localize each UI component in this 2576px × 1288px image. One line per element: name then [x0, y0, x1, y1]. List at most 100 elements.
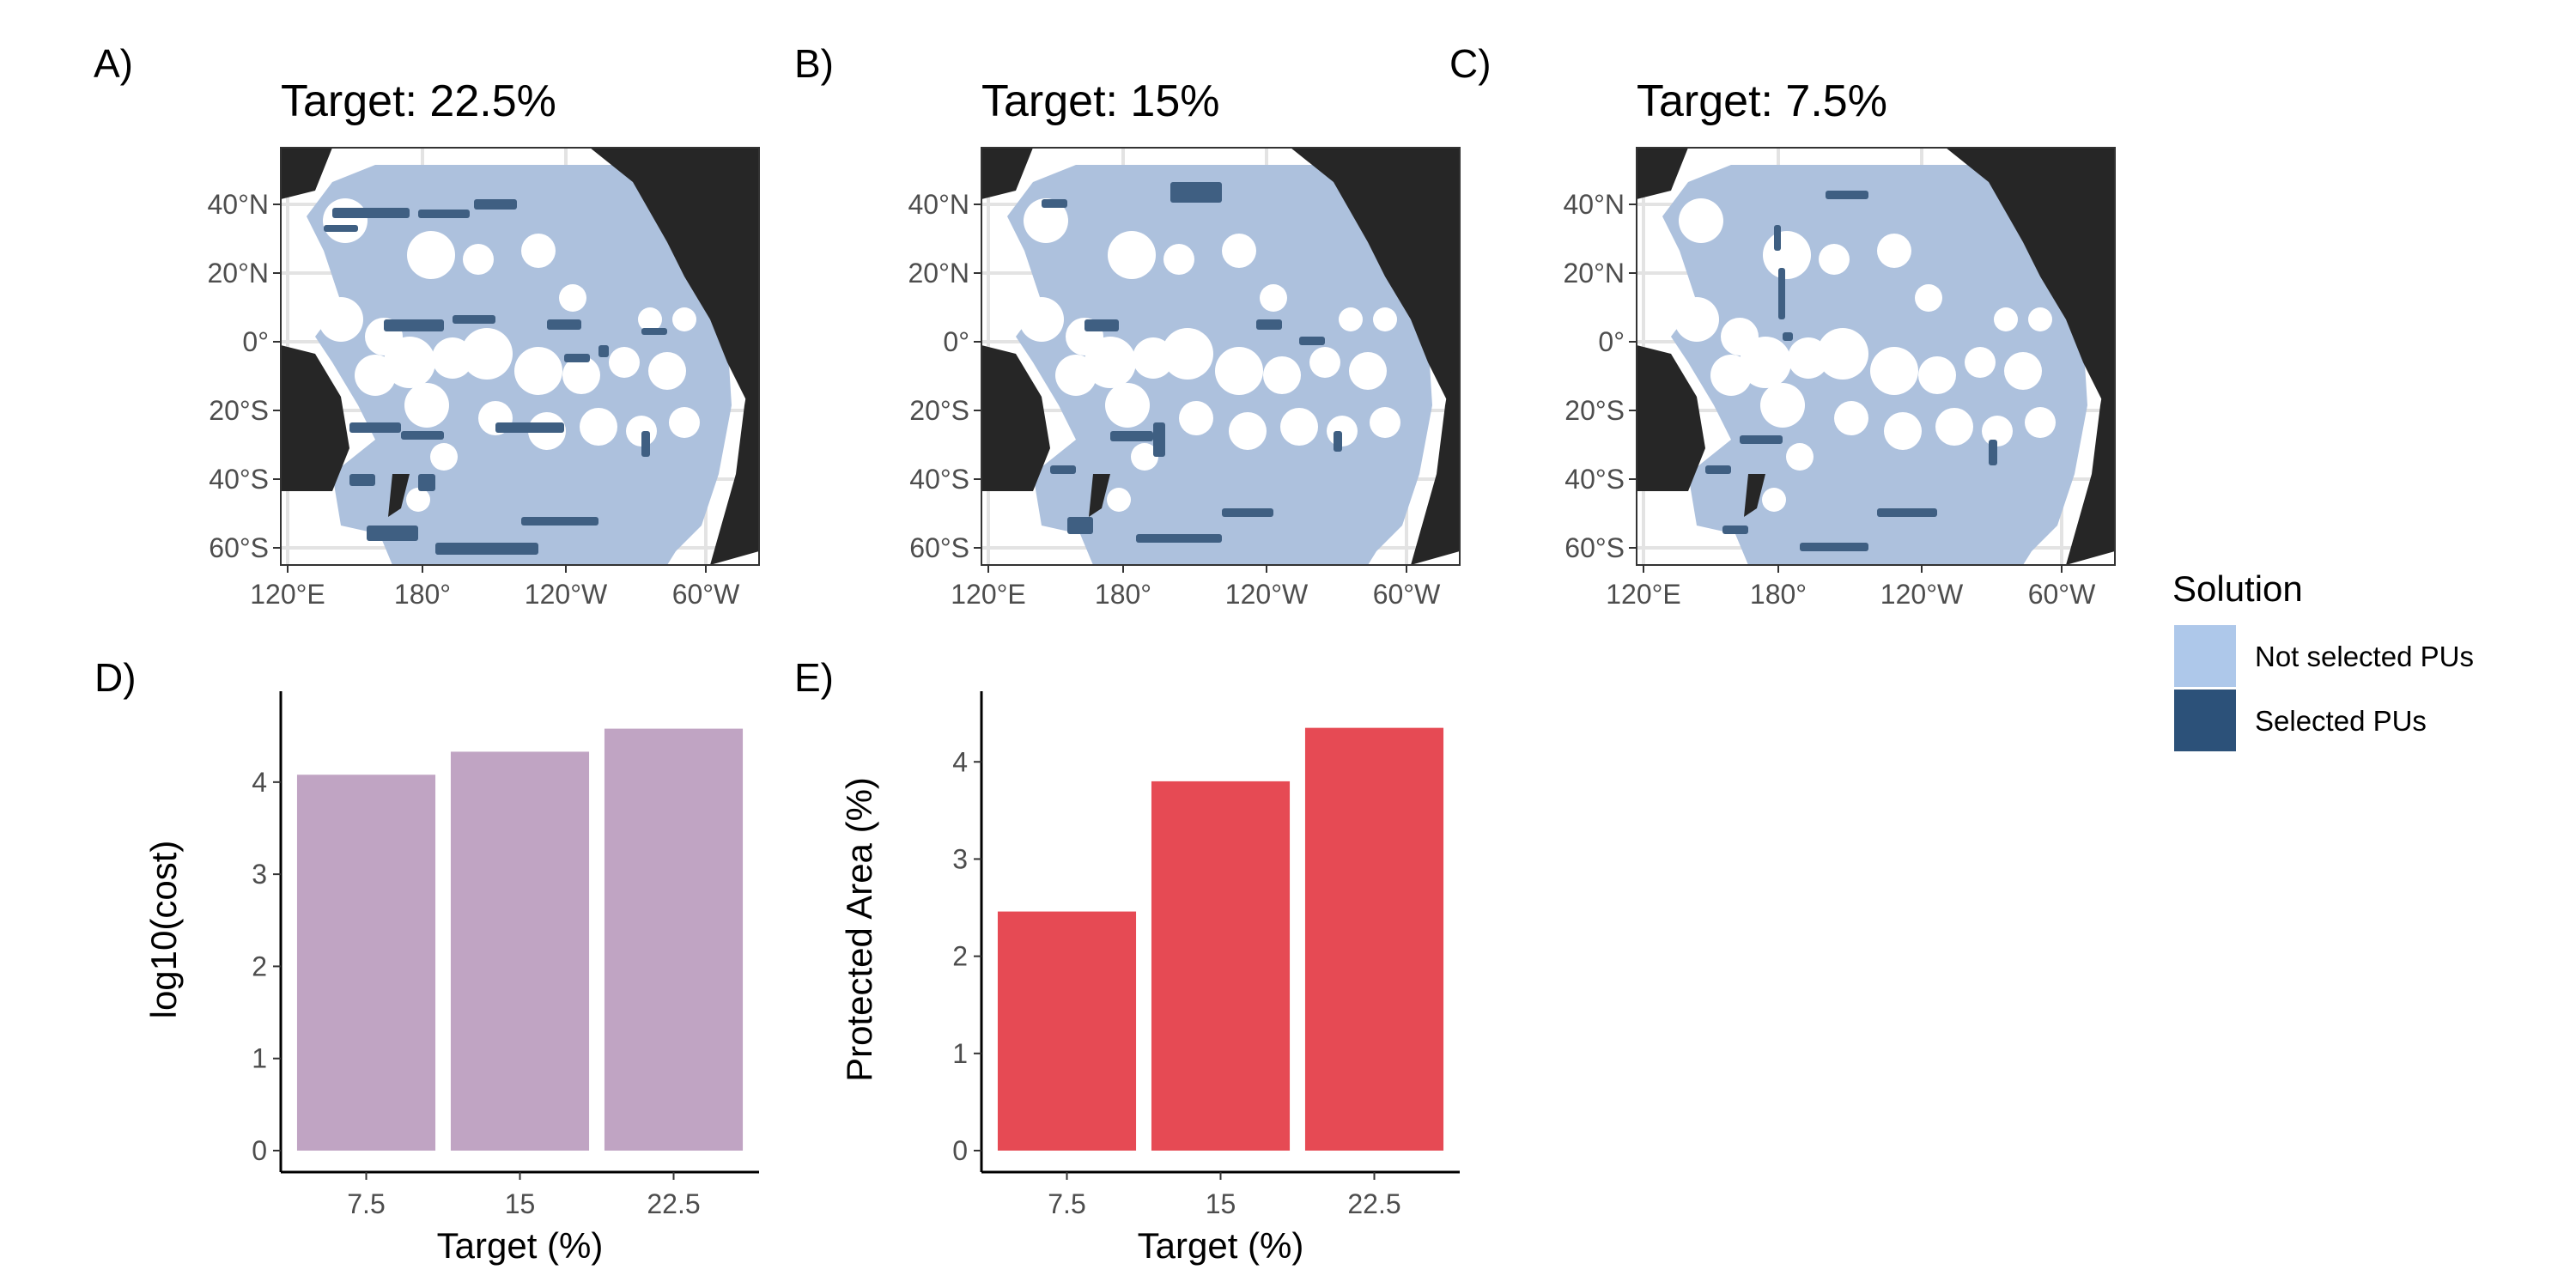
- eez-hole: [319, 297, 363, 342]
- lon-tick-label: 60°W: [2028, 579, 2096, 610]
- eez-hole: [559, 284, 586, 312]
- eez-hole: [1915, 284, 1942, 312]
- selected-pu: [1050, 465, 1076, 474]
- lon-tick-label: 120°E: [951, 579, 1026, 610]
- eez-hole: [1222, 234, 1256, 268]
- y-axis-title: log10(cost): [143, 841, 184, 1019]
- selected-pu: [1778, 268, 1785, 319]
- land-south-america: [2066, 319, 2115, 565]
- selected-pu: [1783, 332, 1793, 341]
- eez-hole: [430, 443, 458, 471]
- land-north-america: [590, 148, 759, 405]
- lat-tick-label: 20°N: [908, 258, 970, 289]
- eez-hole: [1760, 383, 1805, 428]
- eez-hole: [1107, 488, 1131, 512]
- selected-pu: [1067, 517, 1093, 534]
- eez-hole: [1162, 328, 1213, 380]
- y-tick-label: 2: [252, 951, 267, 981]
- selected-pu: [384, 319, 444, 331]
- eez-hole: [1884, 412, 1922, 450]
- eez-hole: [1762, 488, 1786, 512]
- map-content: [1637, 148, 2115, 565]
- map-title: Target: 7.5%: [1637, 76, 1887, 126]
- eez-hole: [1877, 234, 1911, 268]
- selected-pu: [1722, 526, 1748, 534]
- lat-tick-label: 40°S: [1564, 464, 1625, 495]
- x-axis-title: Target (%): [437, 1225, 604, 1266]
- eez-hole: [404, 383, 449, 428]
- lat-tick-label: 60°S: [909, 532, 969, 563]
- land-new-zealand: [1089, 474, 1110, 517]
- map-panel-1: A) Target: 22.5% 40°N 20°N 0° 20°S 40°S 60°S 120…: [94, 41, 760, 610]
- eez-hole: [463, 244, 494, 275]
- eez-hole: [1024, 198, 1068, 243]
- x-tick-label: 15: [505, 1188, 536, 1219]
- land-south-america: [1411, 319, 1460, 565]
- bar-chart-2: E) 0 1 2 3 4 7.5 15 22.5 Target (%) Protected Area…: [794, 655, 1460, 1266]
- eez-hole: [1084, 337, 1136, 388]
- selected-pu: [1299, 337, 1325, 345]
- legend-label: Selected PUs: [2255, 705, 2427, 737]
- eez-hole: [406, 488, 430, 512]
- land-asia: [1637, 148, 1688, 199]
- lat-tick-label: 40°S: [909, 464, 969, 495]
- eez-hole: [1260, 284, 1287, 312]
- eez-hole: [669, 407, 700, 438]
- selected-pu: [598, 345, 609, 357]
- lon-tick-label: 120°E: [250, 579, 325, 610]
- eez-hole: [1834, 401, 1868, 435]
- land-south-america: [710, 319, 759, 565]
- lat-tick-label: 0°: [1598, 326, 1625, 357]
- eez-hole: [407, 231, 455, 279]
- eez-hole: [1935, 408, 1973, 446]
- panel-letter: B): [794, 41, 834, 86]
- eez-hole: [1679, 198, 1723, 243]
- map-content: [281, 148, 759, 565]
- land-north-america: [1946, 148, 2115, 405]
- selected-pu: [324, 225, 358, 232]
- map-content: [981, 148, 1460, 565]
- eez-hole: [521, 234, 556, 268]
- eez-hole: [1055, 355, 1097, 396]
- map-border: [1636, 147, 2116, 566]
- bar-chart-1: D) 0 1 2 3 4 7.5 15 22.5 Target (%) log10(cost): [94, 655, 759, 1266]
- y-axis-title: Protected Area (%): [839, 777, 879, 1082]
- x-tick-label: 22.5: [1347, 1188, 1400, 1219]
- eez-hole: [1370, 407, 1400, 438]
- y-tick-label: 4: [952, 746, 968, 777]
- eez-hole: [323, 198, 368, 243]
- eez-hole: [562, 356, 600, 394]
- lon-tick-label: 120°W: [1225, 579, 1309, 610]
- eez-hole: [1373, 307, 1397, 331]
- y-tick-label: 0: [252, 1135, 267, 1166]
- eez-hole: [1108, 231, 1156, 279]
- selected-pu: [401, 431, 444, 440]
- selected-pu: [1222, 508, 1273, 517]
- eez-hole: [1163, 244, 1194, 275]
- selected-pu: [495, 422, 564, 433]
- map-panel-2: B) Target: 15% 40°N 20°N 0° 20°S 40°S 60°S 120°E…: [794, 41, 1461, 610]
- eez-hole: [1819, 244, 1850, 275]
- eez-hole: [355, 355, 396, 396]
- eez-hole: [1870, 347, 1918, 395]
- eez-hole: [1349, 352, 1387, 390]
- lat-tick-label: 60°S: [1564, 532, 1625, 563]
- legend-swatch: [2174, 625, 2236, 687]
- selected-pu: [641, 431, 650, 457]
- eez-hole: [461, 328, 513, 380]
- eez-hole: [2025, 407, 2056, 438]
- eez-hole: [1918, 356, 1956, 394]
- selected-pu: [1256, 319, 1282, 330]
- x-tick-label: 7.5: [1048, 1188, 1085, 1219]
- eez-hole: [1994, 307, 2018, 331]
- selected-pu: [521, 517, 598, 526]
- land-australia: [281, 345, 349, 491]
- eez-hole: [1817, 328, 1868, 380]
- selected-pu: [1110, 431, 1153, 441]
- y-tick-label: 1: [952, 1038, 968, 1069]
- bar: [604, 728, 744, 1151]
- selected-pu: [1170, 182, 1222, 203]
- selected-pu: [1084, 319, 1119, 331]
- selected-pu: [474, 199, 517, 210]
- eez-hole: [1965, 347, 1996, 378]
